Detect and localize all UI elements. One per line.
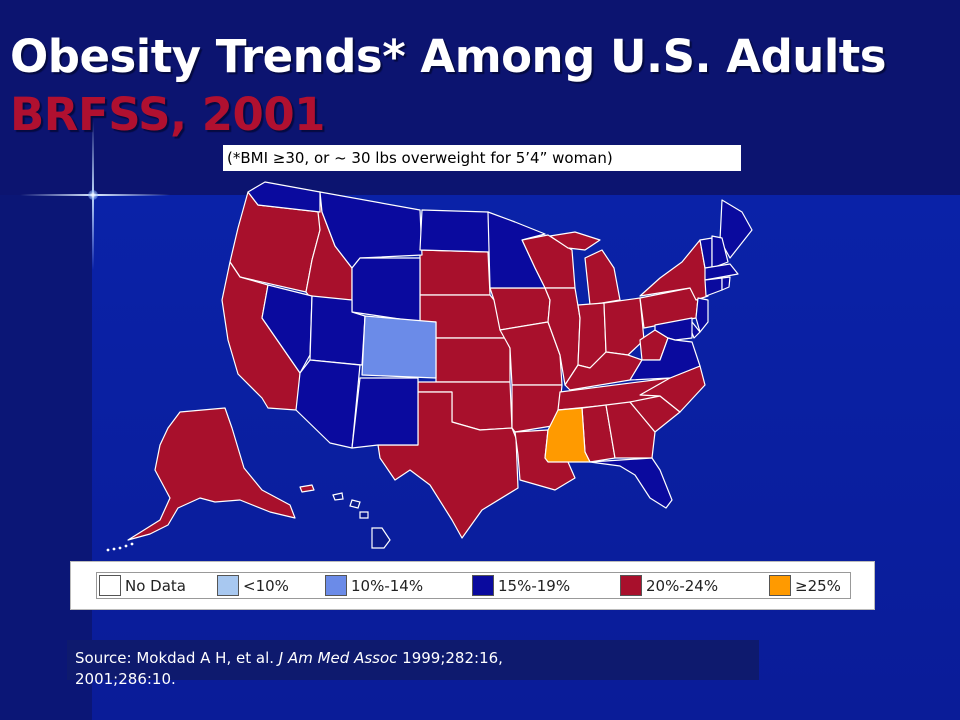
legend-label: 10%-14% — [351, 576, 424, 595]
source-prefix: Source: Mokdad A H, et al. — [75, 649, 279, 667]
legend-swatch — [472, 575, 494, 596]
slide-left-band — [0, 195, 92, 720]
source-citation: Source: Mokdad A H, et al. J Am Med Asso… — [67, 640, 759, 688]
legend-item-15-19: 15%-19% — [470, 573, 570, 598]
state-ME — [719, 199, 753, 259]
legend-swatch — [99, 575, 121, 596]
slide-title: Obesity Trends* Among U.S. Adults — [10, 30, 887, 83]
state-MI-upper — [549, 231, 601, 251]
legend-item-20-24: 20%-24% — [618, 573, 718, 598]
state-NY — [639, 239, 709, 301]
legend-item-lt10: <10% — [215, 573, 289, 598]
state-GA — [605, 401, 656, 459]
state-NM — [351, 377, 419, 449]
state-AK — [127, 407, 296, 541]
legend-item-no-data: No Data — [97, 573, 186, 598]
state-VA — [629, 337, 701, 381]
aleutian-islands — [106, 542, 134, 552]
state-RI — [721, 276, 731, 291]
legend-label: ≥25% — [795, 576, 841, 595]
state-MA — [704, 263, 739, 281]
map-legend: No Data <10% 10%-14% 15%-19% 20%-24% ≥25… — [70, 561, 875, 610]
legend-label: No Data — [125, 576, 186, 595]
hawaii-islands — [332, 492, 391, 549]
state-CT — [704, 277, 723, 297]
state-OH — [603, 297, 645, 356]
legend-item-10-14: 10%-14% — [323, 573, 423, 598]
legend-frame: No Data <10% 10%-14% 15%-19% 20%-24% ≥25… — [96, 572, 851, 599]
legend-item-ge25: ≥25% — [767, 573, 841, 598]
state-CO — [361, 315, 437, 379]
state-NH — [711, 235, 729, 269]
legend-label: 20%-24% — [646, 576, 719, 595]
slide-subtitle: BRFSS, 2001 — [10, 88, 326, 141]
legend-swatch — [217, 575, 239, 596]
legend-swatch — [769, 575, 791, 596]
state-NJ — [695, 297, 709, 333]
state-WA — [247, 181, 321, 213]
state-KS — [435, 337, 511, 383]
state-SD — [419, 249, 491, 296]
light-flare-center — [88, 190, 98, 200]
state-KY — [564, 351, 643, 391]
legend-swatch — [620, 575, 642, 596]
state-WY — [351, 257, 421, 323]
state-MN — [487, 211, 546, 289]
state-AZ — [295, 359, 361, 449]
source-rest: 1999;282:16, — [397, 649, 503, 667]
legend-label: 15%-19% — [498, 576, 571, 595]
state-FL — [589, 457, 673, 509]
state-AR — [511, 384, 563, 433]
state-ND — [419, 209, 491, 253]
legend-label: <10% — [243, 576, 289, 595]
state-HI — [299, 484, 315, 493]
legend-swatch — [325, 575, 347, 596]
state-TX — [377, 391, 519, 539]
source-journal: J Am Med Assoc — [278, 649, 398, 667]
state-NV — [261, 284, 313, 374]
state-MI — [584, 249, 621, 306]
bmi-footnote: (*BMI ≥30, or ~ 30 lbs overweight for 5’… — [223, 145, 741, 171]
source-line2: 2001;286:10. — [75, 670, 176, 688]
us-obesity-map — [100, 170, 780, 560]
state-MS — [544, 407, 591, 463]
